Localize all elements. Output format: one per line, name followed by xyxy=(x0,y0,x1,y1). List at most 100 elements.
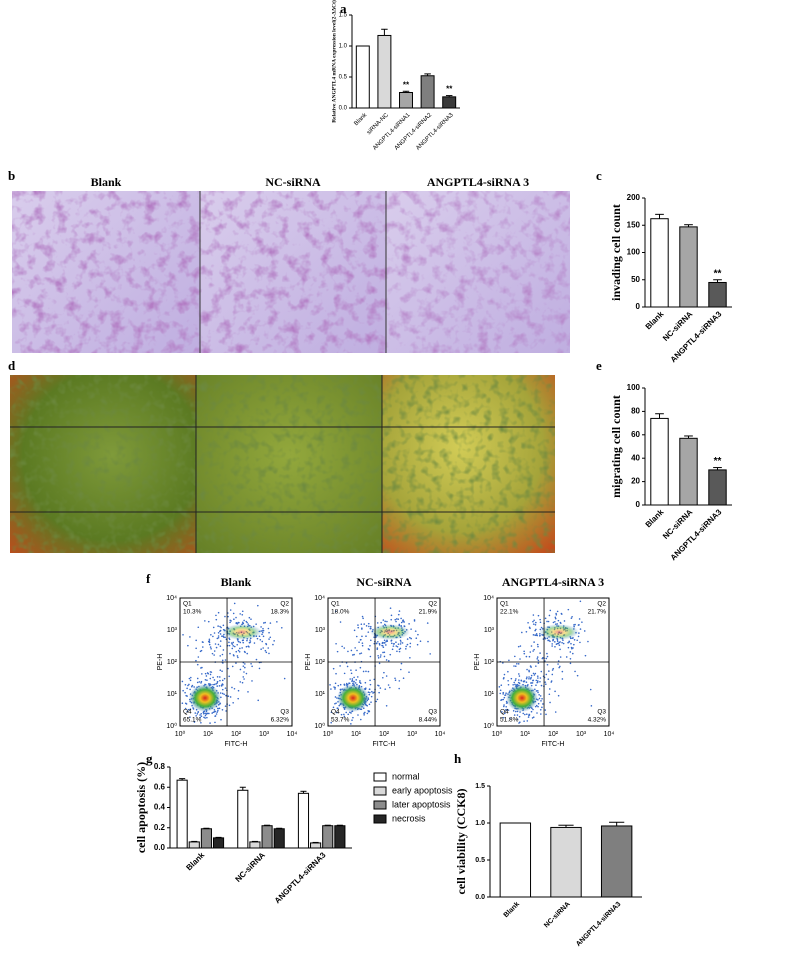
event-dot xyxy=(544,660,546,662)
event-dot xyxy=(367,670,370,673)
bar xyxy=(249,841,261,849)
event-dot xyxy=(548,688,551,690)
event-dot xyxy=(213,654,215,656)
event-dot xyxy=(557,642,560,645)
x-tick-label: Blank xyxy=(644,309,666,331)
event-dot xyxy=(369,683,372,686)
event-dot xyxy=(571,615,573,618)
event-dot xyxy=(558,644,561,646)
event-dot xyxy=(335,610,337,613)
event-dot xyxy=(532,708,534,711)
event-dot xyxy=(389,607,392,609)
event-dot xyxy=(215,713,218,715)
quadrant-value: 22.1% xyxy=(500,609,519,616)
y-tick-label: 10⁴ xyxy=(483,595,494,602)
event-dot xyxy=(359,681,361,684)
x-tick-label: 10⁴ xyxy=(604,731,615,738)
quadrant-name: Q4 xyxy=(331,709,340,716)
event-dot xyxy=(334,682,337,685)
event-dot xyxy=(257,699,260,702)
event-dot xyxy=(390,614,393,617)
event-dot xyxy=(539,634,541,637)
y-axis-label: PE-H xyxy=(474,654,481,671)
event-dot xyxy=(243,650,246,653)
quadrant-value: 8.44% xyxy=(419,717,438,724)
x-tick-label: 10⁴ xyxy=(287,731,298,738)
x-tick-label: ANGPTL4-siRNA3 xyxy=(669,507,724,562)
event-dot xyxy=(345,662,348,664)
event-dot xyxy=(212,635,214,638)
event-dot xyxy=(351,719,353,721)
event-dot xyxy=(195,647,197,650)
event-dot xyxy=(540,713,542,715)
micrograph-texture xyxy=(12,191,200,353)
event-dot xyxy=(525,681,528,684)
event-dot xyxy=(389,686,391,689)
event-dot xyxy=(544,709,547,711)
event-dot xyxy=(559,656,562,658)
error-bar xyxy=(655,413,664,419)
event-dot xyxy=(221,635,223,638)
quadrant-name: Q1 xyxy=(331,601,340,608)
y-tick-label: 0.0 xyxy=(339,106,348,112)
event-dot xyxy=(578,618,581,620)
event-dot xyxy=(383,651,386,654)
event-dot xyxy=(539,618,541,621)
event-dot xyxy=(584,654,587,657)
event-dot xyxy=(353,629,356,632)
event-dot xyxy=(335,702,337,704)
event-dot xyxy=(532,679,535,682)
event-dot xyxy=(268,652,270,655)
y-tick-label: 10⁰ xyxy=(314,722,325,730)
density-core xyxy=(222,624,262,640)
x-tick-label: 10¹ xyxy=(351,731,362,738)
y-tick-label: 0.8 xyxy=(154,762,166,771)
error-bar xyxy=(655,213,664,219)
event-dot xyxy=(561,678,564,680)
event-dot xyxy=(589,688,592,691)
event-dot xyxy=(209,646,212,648)
y-tick-label: 10¹ xyxy=(315,691,326,698)
event-dot xyxy=(382,651,384,654)
event-dot xyxy=(538,697,541,700)
event-dot xyxy=(518,675,521,677)
event-dot xyxy=(503,704,505,706)
x-axis-label: FITC-H xyxy=(373,741,396,748)
event-dot xyxy=(529,651,532,653)
event-dot xyxy=(343,683,346,686)
significance: ** xyxy=(714,268,722,279)
event-dot xyxy=(341,645,343,648)
error-bar xyxy=(300,790,307,794)
event-dot xyxy=(182,633,184,636)
y-tick-label: 50 xyxy=(631,275,640,284)
error-bar xyxy=(324,824,331,826)
event-dot xyxy=(265,651,268,654)
event-dot xyxy=(545,683,547,686)
event-dot xyxy=(503,696,506,699)
event-dot xyxy=(346,665,349,668)
event-dot xyxy=(536,643,539,646)
event-dot xyxy=(204,672,207,675)
event-dot xyxy=(530,674,533,677)
event-dot xyxy=(518,679,520,681)
micrograph-title: ANGPTL4-siRNA 3 xyxy=(427,175,529,189)
y-tick-label: 10¹ xyxy=(167,691,178,698)
event-dot xyxy=(523,650,525,653)
event-dot xyxy=(217,643,220,646)
event-dot xyxy=(229,621,231,624)
event-dot xyxy=(363,712,365,715)
event-dot xyxy=(355,679,358,681)
event-dot xyxy=(536,681,539,684)
legend-swatch xyxy=(373,786,387,796)
event-dot xyxy=(368,688,371,690)
event-dot xyxy=(231,686,233,689)
event-dot xyxy=(378,684,380,687)
event-dot xyxy=(402,677,405,680)
bar xyxy=(679,437,698,506)
event-dot xyxy=(429,653,431,655)
event-dot xyxy=(184,683,187,686)
bar xyxy=(322,825,334,849)
x-tick-label: 10⁰ xyxy=(323,730,334,738)
event-dot xyxy=(332,667,335,670)
